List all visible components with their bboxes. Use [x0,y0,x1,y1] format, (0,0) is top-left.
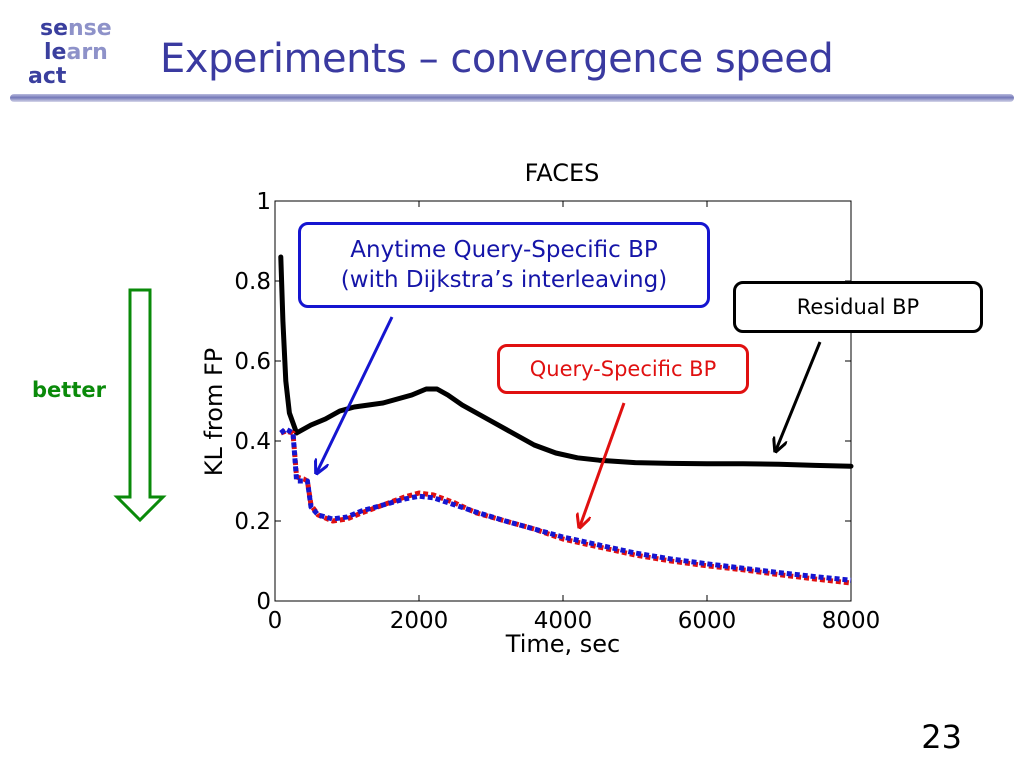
anytime-callout-line-1: Anytime Query-Specific BP [350,237,658,263]
logo-line-2: learn [44,40,108,65]
x-tick-label: 2000 [390,608,449,634]
series-layer [278,254,854,586]
better-arrow-icon [113,288,167,523]
better-label: better [32,378,106,402]
y-axis-label: KL from FP [200,348,228,477]
x-tick-label: 8000 [822,608,881,634]
series-line-residual-bp [278,254,854,469]
x-tick-label: 4000 [534,608,593,634]
x-tick-label: 6000 [678,608,737,634]
residual-pointer-arrow [776,341,822,450]
y-tick-label: 0.6 [234,349,271,375]
series-line-anytime-query-specific-bp [279,426,852,583]
anytime-pointer-arrow [317,316,394,472]
title-divider [10,94,1014,102]
x-axis-label: Time, sec [505,630,620,658]
residual-bp-callout: Residual BP [733,281,983,333]
page-number: 23 [921,718,962,756]
y-tick-label: 0 [256,589,271,615]
query-specific-bp-callout: Query-Specific BP [497,344,749,394]
axis-ticks: 0 2000 4000 6000 8000 0 0.2 0.4 0.6 0.8 1 [234,189,880,634]
series-line-query-specific-bp [279,428,852,586]
y-tick-label: 0.2 [234,509,271,535]
y-tick-label: 1 [256,189,271,215]
logo-line-3: act [28,64,67,89]
query-specific-pointer-arrow [580,402,626,526]
slide-title: Experiments – convergence speed [160,36,834,82]
anytime-callout-line-2: (with Dijkstra’s interleaving) [340,267,668,293]
y-tick-label: 0.4 [234,429,271,455]
logo: sense learn act [22,8,132,90]
y-tick-label: 0.8 [234,269,271,295]
chart-title: FACES [525,159,600,187]
x-tick-label: 0 [268,608,283,634]
logo-line-1: sense [40,16,112,41]
anytime-qsbp-callout: Anytime Query-Specific BP (with Dijkstra… [298,222,710,308]
